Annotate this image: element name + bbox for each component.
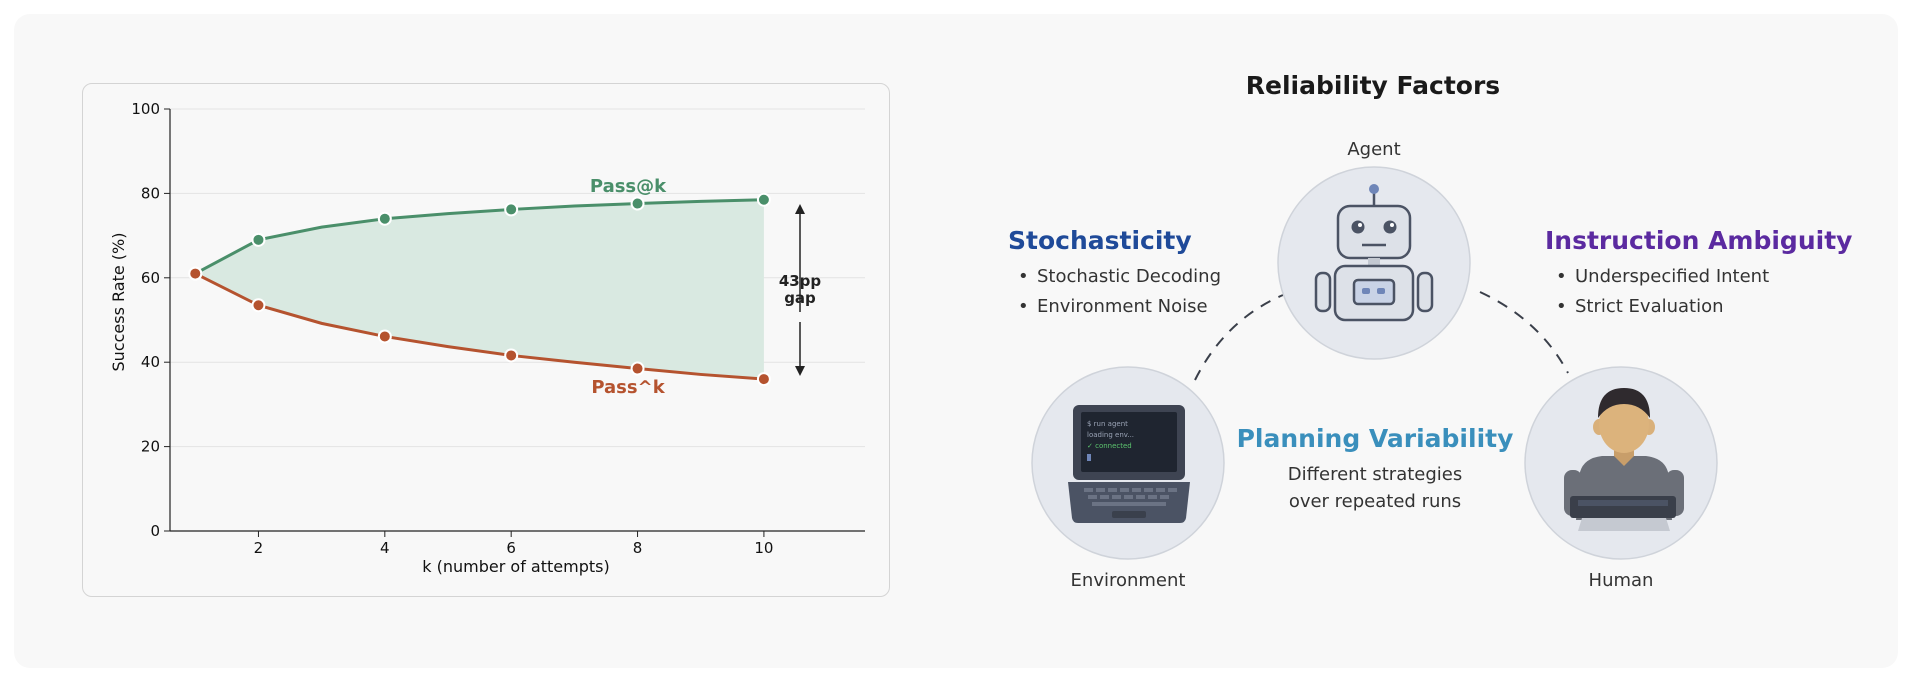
y-axis-label: Success Rate (%) [109, 233, 128, 372]
data-point [630, 361, 645, 376]
gap-label-line2: gap [784, 289, 816, 307]
y-tick-label: 0 [150, 522, 160, 540]
series-lines [194, 198, 765, 381]
y-tick-label: 40 [141, 353, 160, 371]
series-line-pass-hat-k [194, 272, 765, 381]
connector-agent-human [1479, 291, 1569, 374]
x-axis-label: k (number of attempts) [422, 557, 609, 576]
connector-env-agent [1194, 294, 1284, 381]
planning-variability-line-1: Different strategies [1288, 464, 1462, 485]
data-point [377, 211, 392, 226]
stochasticity-item-1: Stochastic Decoding [1037, 266, 1221, 287]
ambiguity-item-2: Strict Evaluation [1575, 296, 1724, 317]
axes: 0 20 40 60 80 100 2 4 6 8 10 [131, 100, 865, 557]
series-label-pass-at-k: Pass@k [590, 176, 667, 197]
stochasticity-item-2: Environment Noise [1037, 296, 1208, 317]
line-chart: 0 20 40 60 80 100 2 4 6 8 10 Success Rate (%) k (n… [109, 100, 865, 576]
y-tick-label: 20 [141, 438, 160, 456]
data-point [504, 348, 519, 363]
data-point [504, 202, 519, 217]
series-label-pass-hat-k: Pass^k [591, 377, 665, 398]
person-icon [1564, 388, 1684, 531]
data-point [756, 372, 771, 387]
data-point [756, 192, 771, 207]
x-tick-label: 10 [754, 539, 773, 557]
diagram-title: Reliability Factors [1246, 71, 1500, 100]
data-point [630, 196, 645, 211]
terminal-line-1: $ run agent [1087, 420, 1128, 428]
x-tick-label: 8 [633, 539, 643, 557]
robot-icon [1314, 184, 1434, 322]
ambiguity-bullet-2: • [1556, 296, 1567, 317]
data-point [251, 298, 266, 313]
ambiguity-item-1: Underspecified Intent [1575, 266, 1769, 287]
data-point [188, 266, 203, 281]
gap-annotation: 43pp gap [779, 204, 822, 376]
gap-fill-area [195, 199, 764, 380]
data-point [377, 329, 392, 344]
data-point [251, 232, 266, 247]
reliability-diagram: Reliability Factors Agent $ run agent lo… [1008, 71, 1852, 591]
series-markers [188, 192, 771, 387]
series-line-pass-at-k [194, 198, 764, 275]
laptop-icon: $ run agent loading env... ✓ connected [1068, 405, 1190, 523]
node-label-human: Human [1589, 570, 1654, 591]
x-tick-label: 6 [506, 539, 516, 557]
y-tick-label: 60 [141, 269, 160, 287]
gap-label-line1: 43pp [779, 272, 822, 290]
terminal-line-3: ✓ connected [1087, 442, 1132, 450]
node-label-environment: Environment [1071, 570, 1186, 591]
stochasticity-title: Stochasticity [1008, 226, 1192, 255]
x-tick-label: 4 [380, 539, 390, 557]
node-label-agent: Agent [1347, 139, 1400, 160]
y-tick-label: 100 [131, 100, 160, 118]
stochasticity-bullet-2: • [1018, 296, 1029, 317]
y-tick-label: 80 [141, 184, 160, 202]
x-tick-label: 2 [254, 539, 264, 557]
terminal-line-2: loading env... [1087, 431, 1134, 439]
planning-variability-line-2: over repeated runs [1289, 491, 1461, 512]
planning-variability-title: Planning Variability [1237, 424, 1514, 453]
instruction-ambiguity-title: Instruction Ambiguity [1545, 226, 1852, 255]
ambiguity-bullet-1: • [1556, 266, 1567, 287]
stochasticity-bullet-1: • [1018, 266, 1029, 287]
